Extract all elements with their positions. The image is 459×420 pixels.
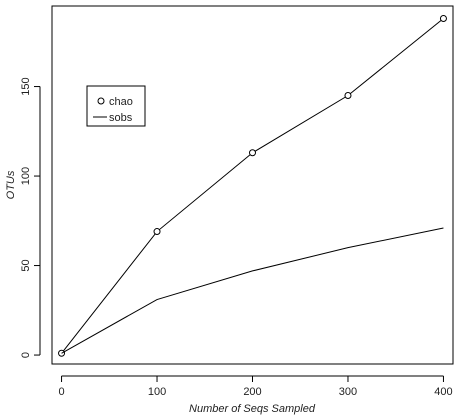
legend-chao-marker	[97, 97, 105, 105]
data-point-chao	[249, 149, 256, 157]
x-tick-label: 400	[434, 386, 452, 398]
data-point-chao	[153, 228, 161, 236]
x-tick-label: 300	[339, 386, 357, 398]
y-axis: 0 50 100 150	[20, 77, 41, 358]
x-axis-title: Number of Seqs Sampled	[189, 403, 316, 415]
legend-chao-label: chao	[109, 96, 133, 108]
y-axis-title: OTUs	[5, 170, 17, 199]
legend: chao sobs	[86, 85, 146, 127]
x-axis: 0 100 200 300 400	[58, 375, 453, 398]
plot-frame	[51, 5, 454, 365]
x-tick-label: 100	[148, 386, 166, 398]
y-tick-label: 0	[20, 352, 32, 358]
y-tick-label: 100	[20, 167, 32, 185]
series-line-sobs	[61, 227, 444, 354]
y-tick-label: 50	[20, 259, 32, 271]
data-point-chao	[344, 92, 352, 99]
series-line-chao	[61, 18, 444, 354]
legend-sobs-label: sobs	[109, 112, 133, 124]
series-layer	[58, 15, 447, 357]
x-tick-label: 0	[58, 386, 64, 398]
data-point-chao	[439, 15, 447, 23]
y-tick-label: 150	[20, 77, 32, 95]
x-tick-label: 200	[243, 386, 261, 398]
legend-box	[86, 85, 146, 127]
